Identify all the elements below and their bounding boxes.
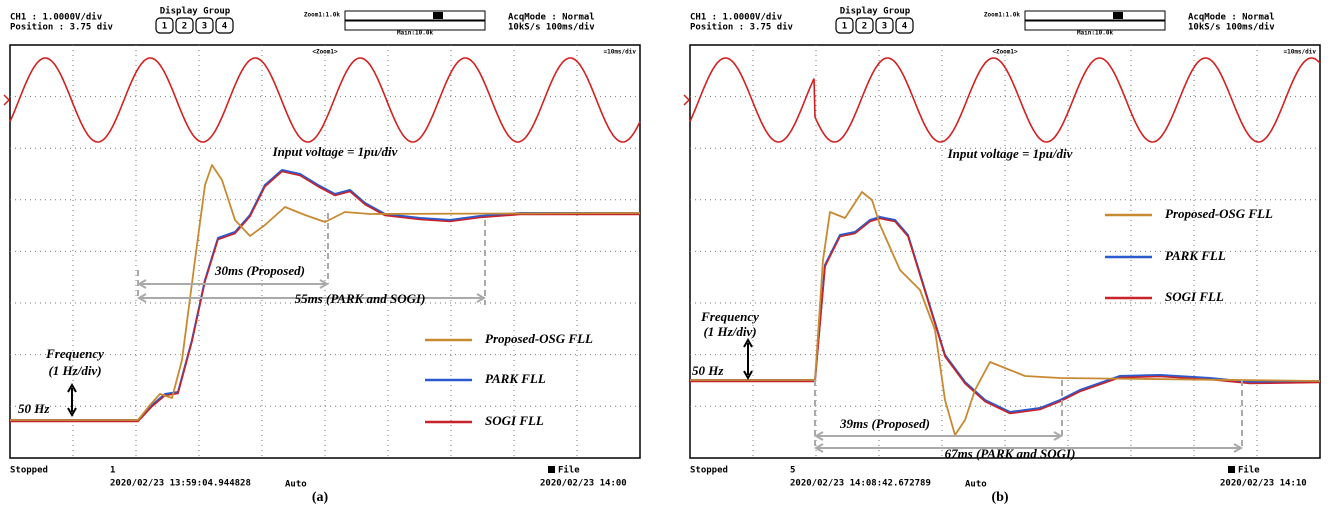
file-date: 2020/02/23 14:10 [1220, 479, 1307, 489]
file-icon [548, 466, 555, 473]
zoom-ratio: Zoom1:1.0k [304, 12, 341, 19]
base-frequency-label: 50 Hz [692, 363, 724, 378]
zoom-bar [345, 11, 485, 20]
channel-marker [684, 95, 689, 105]
input-voltage-label: Input voltage = 1pu/div [272, 144, 398, 159]
file-label: File [558, 465, 580, 476]
park-sogi-time-label: 55ms (PARK and SOGI) [295, 291, 426, 306]
frequency-scale: (1 Hz/div) [703, 324, 756, 339]
panel-caption: (b) [991, 490, 1008, 505]
legend-label: SOGI FLL [1165, 289, 1224, 304]
frequency-label: Frequency [700, 309, 759, 324]
zoom-window [1113, 12, 1123, 19]
legend-label: PARK FLL [485, 371, 546, 386]
file-date: 2020/02/23 14:00 [540, 479, 627, 489]
display-group-button-label: 1 [842, 22, 847, 32]
channel-scale: CH1 : 1.0000V/div [690, 12, 783, 23]
figure: CH1 : 1.0000V/divPosition : 3.75 divDisp… [0, 0, 1329, 508]
display-group-label: Display Group [840, 6, 911, 17]
frequency-label: Frequency [45, 346, 104, 361]
legend-label: Proposed-OSG FLL [1165, 206, 1273, 221]
display-group-button-label: 4 [902, 22, 908, 32]
channel-position: Position : 3.75 div [690, 22, 794, 33]
file-label: File [1238, 465, 1260, 476]
panel-caption: (a) [312, 490, 329, 505]
trigger-mode: Auto [285, 480, 307, 490]
input-voltage-label: Input voltage = 1pu/div [947, 146, 1073, 161]
acquisition-mode: AcqMode : Normal [508, 13, 595, 23]
time-scale: =10ms/div [1283, 49, 1316, 56]
legend-label: PARK FLL [1165, 248, 1226, 263]
display-group-button-label: 3 [202, 22, 207, 32]
main-ratio: Main:10.0k [1077, 30, 1114, 37]
park-sogi-time-label: 67ms (PARK and SOGI) [945, 446, 1076, 461]
file-icon [1228, 466, 1235, 473]
base-frequency-label: 50 Hz [18, 401, 50, 416]
main-ratio: Main:10.0k [397, 30, 434, 37]
channel-scale: CH1 : 1.0000V/div [10, 12, 103, 23]
zoom-label: <Zoom1> [312, 49, 338, 56]
display-group-button-label: 1 [162, 22, 167, 32]
acquisition-state: Stopped [10, 466, 48, 476]
acquisition-mode: AcqMode : Normal [1188, 13, 1275, 23]
record-index: 5 [790, 466, 795, 476]
legend-label: SOGI FLL [485, 413, 544, 428]
zoom-ratio: Zoom1:1.0k [984, 12, 1021, 19]
sample-rate: 10kS/s 100ms/div [508, 22, 595, 33]
acquisition-state: Stopped [690, 466, 728, 476]
trigger-mode: Auto [965, 480, 987, 490]
display-group-button-label: 3 [882, 22, 887, 32]
zoom-bar [1025, 11, 1165, 20]
trigger-timestamp: 2020/02/23 14:08:42.672789 [790, 479, 931, 489]
zoom-label: <Zoom1> [992, 49, 1018, 56]
display-group-button-label: 2 [182, 22, 187, 32]
display-group-button-label: 4 [222, 22, 228, 32]
time-scale: =10ms/div [603, 49, 636, 56]
trigger-timestamp: 2020/02/23 13:59:04.944828 [110, 479, 251, 489]
proposed-time-label: 30ms (Proposed) [214, 263, 305, 278]
frequency-scale: (1 Hz/div) [48, 363, 101, 378]
display-group-label: Display Group [160, 6, 231, 17]
proposed-time-label: 39ms (Proposed) [839, 416, 930, 431]
channel-position: Position : 3.75 div [10, 22, 114, 33]
legend-label: Proposed-OSG FLL [485, 331, 593, 346]
channel-marker [4, 95, 9, 105]
zoom-window [433, 12, 443, 19]
sample-rate: 10kS/s 100ms/div [1188, 22, 1275, 33]
display-group-button-label: 2 [862, 22, 867, 32]
record-index: 1 [110, 466, 115, 476]
